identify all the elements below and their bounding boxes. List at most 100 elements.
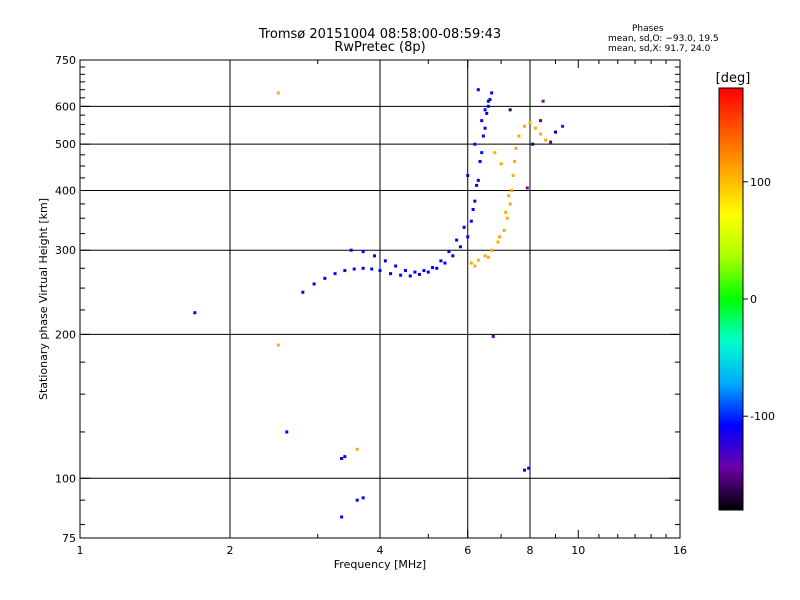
data-point xyxy=(481,134,485,138)
data-point xyxy=(480,119,484,123)
data-point xyxy=(525,186,529,190)
data-point xyxy=(508,202,512,206)
grid-layer xyxy=(80,60,680,538)
data-point xyxy=(505,216,509,220)
data-point xyxy=(333,272,337,276)
data-point xyxy=(276,91,280,95)
data-point xyxy=(403,269,407,273)
data-point xyxy=(485,111,489,115)
data-point xyxy=(361,250,365,254)
data-point xyxy=(496,240,500,244)
x-tick-label: 2 xyxy=(227,544,234,557)
data-point xyxy=(447,250,451,254)
data-point xyxy=(473,264,477,268)
phases-x-mode: mean, sd,X: 91.7, 24.0 xyxy=(608,44,711,54)
phases-o-mode: mean, sd,O: −93.0, 19.5 xyxy=(608,34,719,44)
data-point xyxy=(473,199,477,203)
data-point xyxy=(323,276,327,280)
data-point xyxy=(301,290,305,294)
y-tick-label: 300 xyxy=(55,244,76,257)
data-point xyxy=(527,466,531,470)
data-point xyxy=(480,151,484,155)
data-point xyxy=(483,254,487,258)
data-point xyxy=(499,162,503,166)
data-point xyxy=(466,173,470,177)
data-point xyxy=(413,270,417,274)
data-point xyxy=(549,140,553,144)
data-point xyxy=(408,274,412,278)
x-tick-label: 8 xyxy=(527,544,534,557)
colorbar-gradient xyxy=(718,87,744,511)
data-point xyxy=(493,151,497,155)
x-tick-label: 16 xyxy=(673,544,687,557)
data-point xyxy=(490,248,494,252)
data-point xyxy=(504,210,508,214)
data-point xyxy=(451,254,455,258)
data-point xyxy=(389,272,393,276)
data-point xyxy=(523,468,527,472)
data-point xyxy=(483,108,487,112)
y-tick-label: 400 xyxy=(55,184,76,197)
data-point xyxy=(533,126,537,130)
data-point xyxy=(498,235,502,239)
data-point xyxy=(476,258,480,262)
data-point xyxy=(544,138,548,142)
y-tick-label: 600 xyxy=(55,100,76,113)
y-tick-label: 75 xyxy=(62,532,76,545)
data-point xyxy=(466,235,470,239)
phases-heading: Phases xyxy=(632,24,664,34)
x-tick-label: 6 xyxy=(464,544,471,557)
data-point xyxy=(352,267,356,271)
y-tick-label: 500 xyxy=(55,138,76,151)
data-point xyxy=(486,104,490,108)
data-point xyxy=(539,132,543,136)
data-point xyxy=(373,254,377,258)
data-point xyxy=(355,447,359,451)
data-point xyxy=(343,455,347,459)
data-point xyxy=(517,134,521,138)
data-point xyxy=(478,159,482,163)
data-point xyxy=(285,430,289,434)
chart-title-line2: RwPretec (8p) xyxy=(334,40,426,55)
data-point xyxy=(361,496,365,500)
data-point xyxy=(475,183,479,187)
y-tick-label: 100 xyxy=(55,472,76,485)
data-point xyxy=(486,255,490,259)
y-tick-label: 750 xyxy=(55,54,76,67)
data-point xyxy=(511,173,515,177)
data-point xyxy=(340,456,344,460)
x-tick-label: 1 xyxy=(77,544,84,557)
data-point xyxy=(523,124,527,128)
data-point xyxy=(476,178,480,182)
data-point xyxy=(378,269,382,273)
y-axis-label: Stationary phase Virtual Height [km] xyxy=(37,198,50,400)
data-point xyxy=(458,245,462,249)
data-point xyxy=(355,498,359,502)
data-point xyxy=(343,269,347,273)
data-points-layer xyxy=(193,88,565,519)
data-point xyxy=(394,264,398,268)
data-point xyxy=(361,266,365,270)
data-point xyxy=(528,121,532,125)
data-point xyxy=(426,270,430,274)
data-point xyxy=(513,159,517,163)
data-point xyxy=(349,248,353,252)
axes-layer: 1 2 4 6 8 10 16 75 100 200 300 400 500 600 750 xyxy=(55,54,687,557)
data-point xyxy=(476,88,480,92)
data-point xyxy=(514,146,518,150)
data-point xyxy=(417,272,421,276)
data-point xyxy=(435,266,439,270)
data-point xyxy=(431,266,435,270)
data-point xyxy=(483,126,487,130)
colorbar-tick-label: 0 xyxy=(750,293,757,306)
data-point xyxy=(539,119,543,123)
data-point xyxy=(370,267,374,271)
data-point xyxy=(507,194,511,198)
data-point xyxy=(455,238,459,242)
data-point xyxy=(561,124,565,128)
data-point xyxy=(488,98,492,102)
data-point xyxy=(486,99,490,103)
data-point xyxy=(531,142,535,146)
colorbar: [deg] 100 0 -100 xyxy=(716,71,775,511)
